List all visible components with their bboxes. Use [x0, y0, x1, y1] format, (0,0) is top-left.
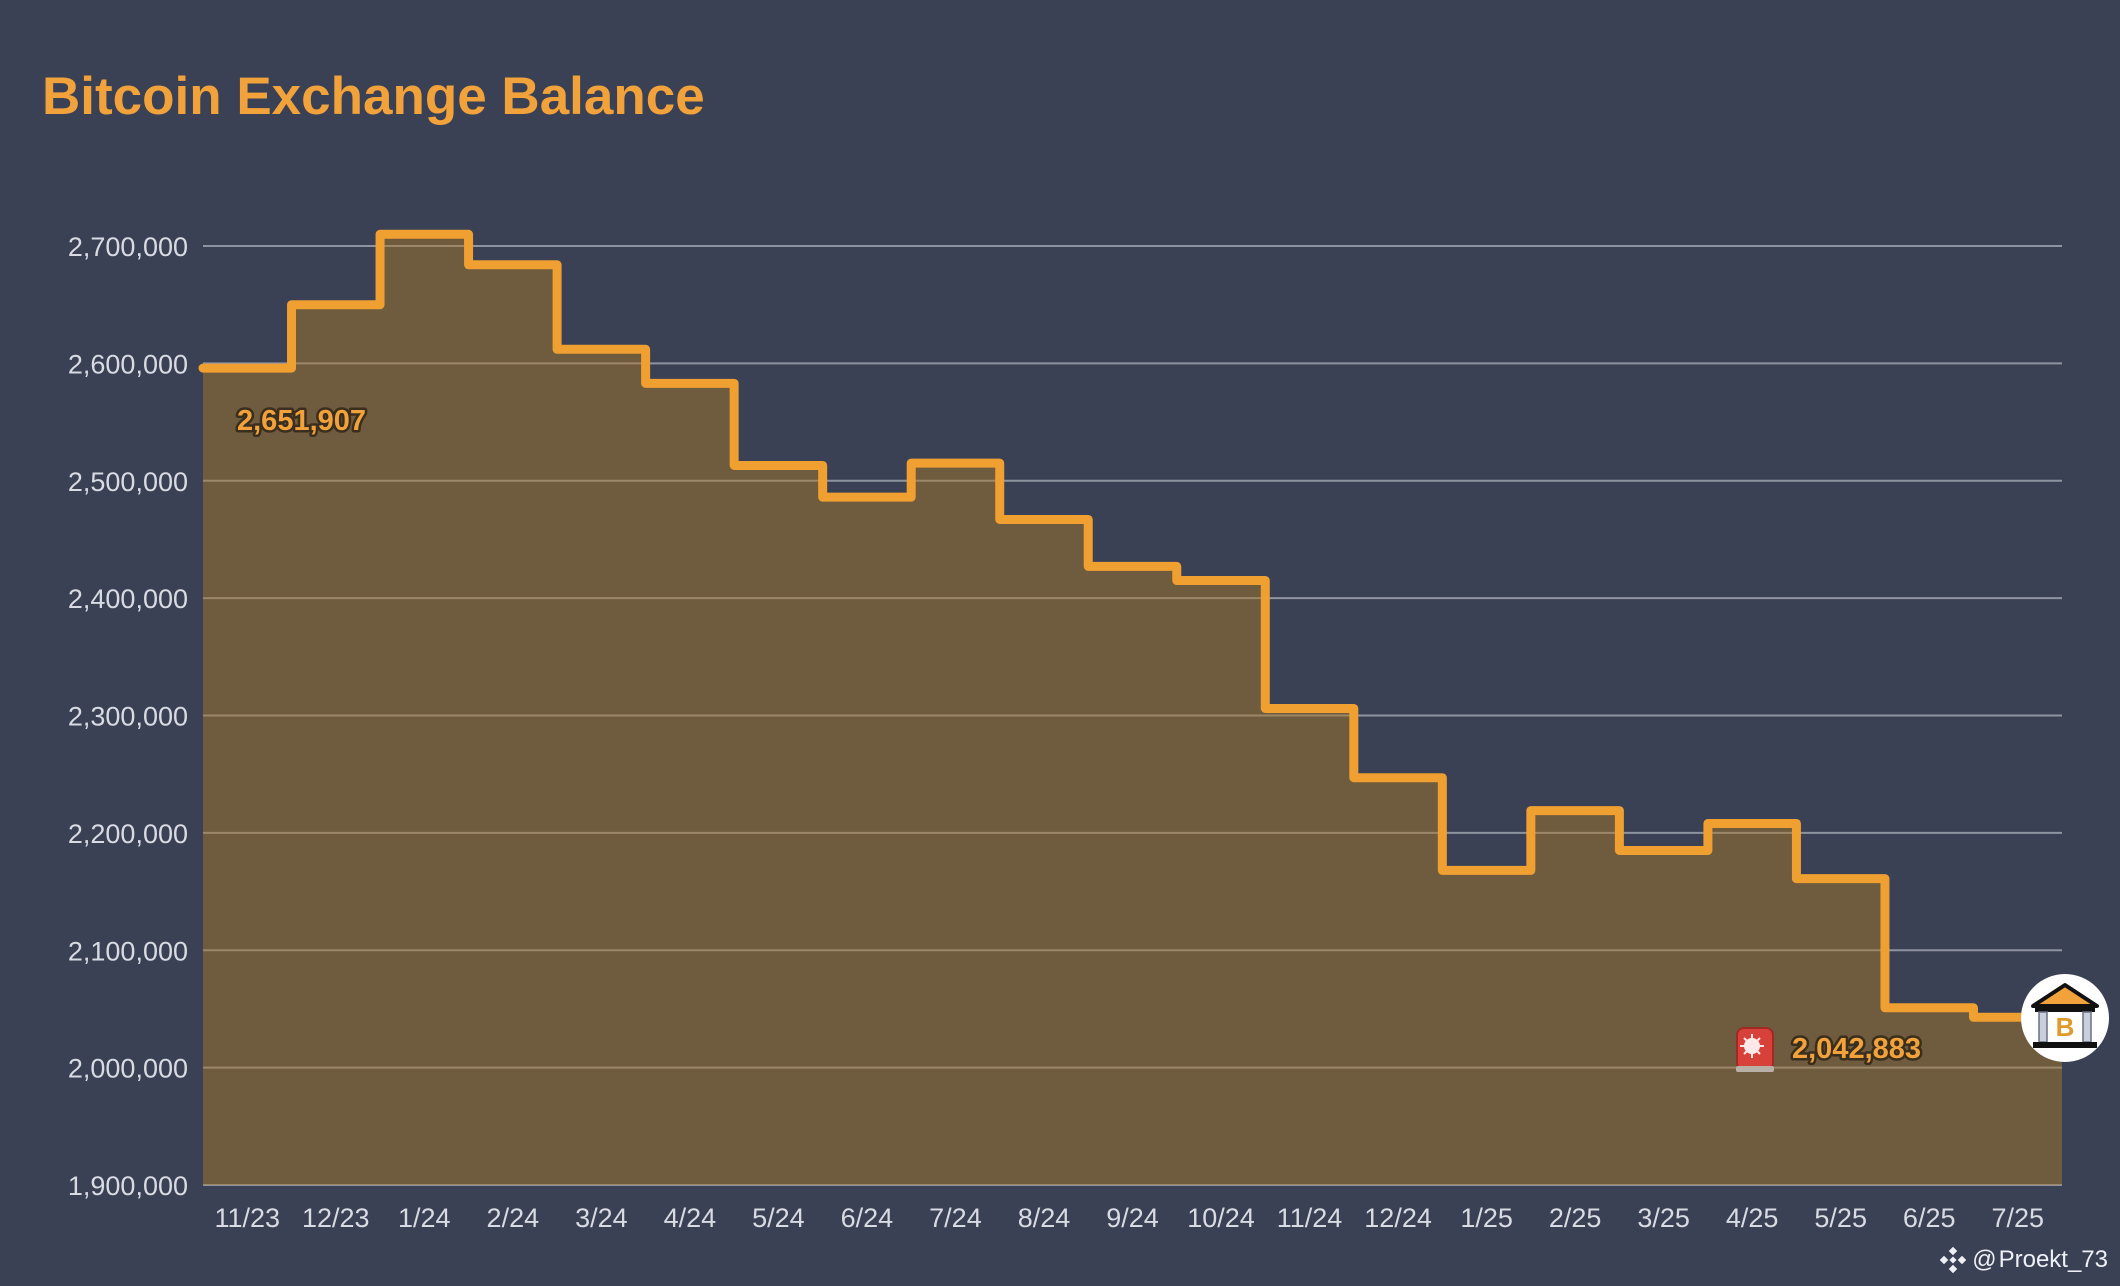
x-tick-label: 4/24	[664, 1203, 717, 1233]
x-tick-label: 1/25	[1460, 1203, 1513, 1233]
end-value-label: 2,042,883	[1792, 1033, 1921, 1065]
x-tick-label: 9/24	[1106, 1203, 1159, 1233]
x-tick-label: 6/25	[1903, 1203, 1956, 1233]
binance-diamond-icon	[1940, 1247, 1967, 1273]
y-tick-label: 2,600,000	[68, 349, 188, 379]
x-tick-label: 11/23	[214, 1203, 280, 1233]
bitcoin-bank-icon: B	[2021, 974, 2109, 1062]
x-tick-label: 8/24	[1018, 1203, 1071, 1233]
watermark-at: @	[1972, 1246, 1997, 1273]
x-tick-label: 1/24	[398, 1203, 451, 1233]
x-tick-label: 10/24	[1187, 1203, 1255, 1233]
y-tick-label: 2,400,000	[68, 584, 188, 614]
y-tick-label: 2,000,000	[68, 1054, 188, 1084]
x-tick-label: 12/23	[302, 1203, 370, 1233]
y-tick-label: 2,700,000	[68, 232, 188, 262]
y-tick-label: 2,100,000	[68, 936, 188, 966]
siren-icon	[1736, 1027, 1774, 1072]
start-value-label: 2,651,907	[237, 405, 366, 437]
svg-text:B: B	[2056, 1012, 2075, 1042]
y-tick-label: 1,900,000	[68, 1171, 188, 1201]
x-tick-label: 5/24	[752, 1203, 805, 1233]
watermark: @ Proekt_73	[1940, 1246, 2108, 1274]
area-fill	[203, 234, 2062, 1185]
x-tick-label: 3/24	[575, 1203, 628, 1233]
chart-title: Bitcoin Exchange Balance	[42, 67, 705, 126]
x-tick-label: 3/25	[1637, 1203, 1690, 1233]
x-tick-label: 6/24	[841, 1203, 894, 1233]
watermark-handle: Proekt_73	[1998, 1246, 2108, 1273]
y-axis-ticks: 2,700,000 2,600,000 2,500,000 2,400,000 2,30…	[68, 232, 188, 1201]
x-axis-ticks: 11/23 12/23 1/24 2/24 3/24 4/24 5/24 6/24 7/24 8/…	[214, 1203, 2044, 1233]
x-tick-label: 12/24	[1364, 1203, 1432, 1233]
x-tick-label: 7/25	[1991, 1203, 2044, 1233]
x-tick-label: 2/24	[487, 1203, 540, 1233]
y-tick-label: 2,500,000	[68, 467, 188, 497]
x-tick-label: 4/25	[1726, 1203, 1779, 1233]
y-tick-label: 2,200,000	[68, 819, 188, 849]
x-tick-label: 11/24	[1277, 1203, 1343, 1233]
x-tick-label: 5/25	[1814, 1203, 1867, 1233]
x-tick-label: 2/25	[1549, 1203, 1602, 1233]
step-line	[198, 229, 2067, 1022]
x-tick-label: 7/24	[929, 1203, 982, 1233]
y-tick-label: 2,300,000	[68, 702, 188, 732]
